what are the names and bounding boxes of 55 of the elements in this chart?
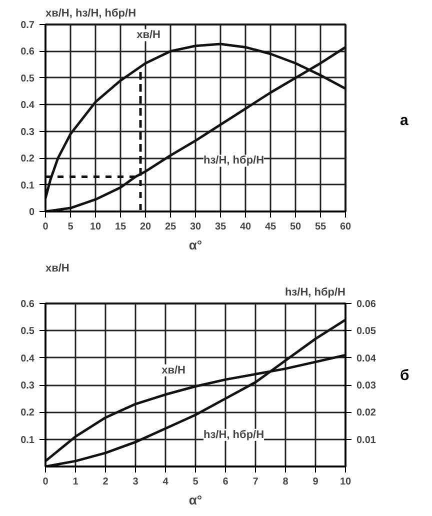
y-tick-label: 0.6: [20, 46, 35, 58]
x-tick-label: 30: [190, 222, 202, 232]
x-tick-label: 0: [42, 222, 49, 232]
x-tick-label: 3: [132, 476, 139, 488]
x-tick-label: 45: [264, 222, 276, 232]
x-tick-label: 5: [192, 476, 199, 488]
x-tick-label: 20: [140, 222, 152, 232]
x-tick-label: 2: [102, 476, 109, 488]
y-tick-label: 0.7: [20, 20, 35, 31]
series-label: hз/H, hбр/H: [204, 154, 264, 167]
x-tick-label: 60: [340, 222, 352, 232]
y2-tick-label: 0.04: [356, 353, 376, 364]
y-tick-label: 0: [28, 207, 35, 218]
y2-tick-label: 0.02: [356, 408, 376, 419]
text: а: [400, 111, 408, 131]
x-tick-label: 8: [282, 476, 289, 488]
x-tick-label: 25: [164, 222, 176, 232]
y2-tick-label: 0.05: [356, 326, 376, 338]
y2-axis-title: hз/H, hбр/H: [284, 286, 346, 298]
x-tick-label: 35: [214, 222, 226, 232]
x-tick-label: 4: [162, 476, 169, 488]
y-tick-label: 0.5: [20, 73, 35, 84]
series-label: hз/H, hбр/H: [204, 428, 264, 441]
x-tick-label: 10: [90, 222, 102, 232]
series-label: xв/H: [136, 29, 161, 42]
x-tick-label: 0: [42, 476, 49, 488]
x-tick-label: 15: [114, 222, 126, 232]
x-tick-label: 7: [252, 476, 259, 488]
y-tick-label: 0.5: [20, 326, 35, 338]
series-label: xв/H: [162, 364, 186, 376]
y-tick-label: 0.2: [20, 154, 35, 165]
x-tick-label: 55: [314, 222, 326, 232]
x-tick-label: 40: [240, 222, 252, 232]
y2-tick-label: 0.03: [356, 380, 376, 392]
text: б: [400, 366, 410, 386]
y2-tick-label: 0.01: [356, 434, 376, 446]
x-axis-title: α°: [188, 238, 202, 252]
x-tick-label: 6: [222, 476, 229, 488]
y2-tick-label: 0.06: [356, 299, 376, 310]
x-tick-label: 5: [68, 222, 74, 232]
y-tick-label: 0.4: [20, 353, 35, 364]
y-tick-label: 0.1: [20, 434, 35, 446]
x-tick-label: 1: [72, 476, 79, 488]
y-tick-label: 0.2: [20, 408, 35, 419]
y-tick-label: 0.6: [20, 299, 35, 310]
y-tick-label: 0.3: [20, 126, 35, 138]
y-axis-title: xв/H, hз/H, hбр/H: [46, 8, 136, 20]
y-tick-label: 0.3: [20, 380, 35, 392]
x-tick-label: 10: [340, 476, 352, 488]
y-axis-title: xв/H: [46, 262, 70, 274]
x-tick-label: 50: [290, 222, 302, 232]
y-tick-label: 0.1: [20, 180, 35, 192]
x-tick-label: 9: [312, 476, 319, 488]
y-tick-label: 0.4: [20, 100, 35, 112]
x-axis-title: α°: [188, 492, 202, 508]
